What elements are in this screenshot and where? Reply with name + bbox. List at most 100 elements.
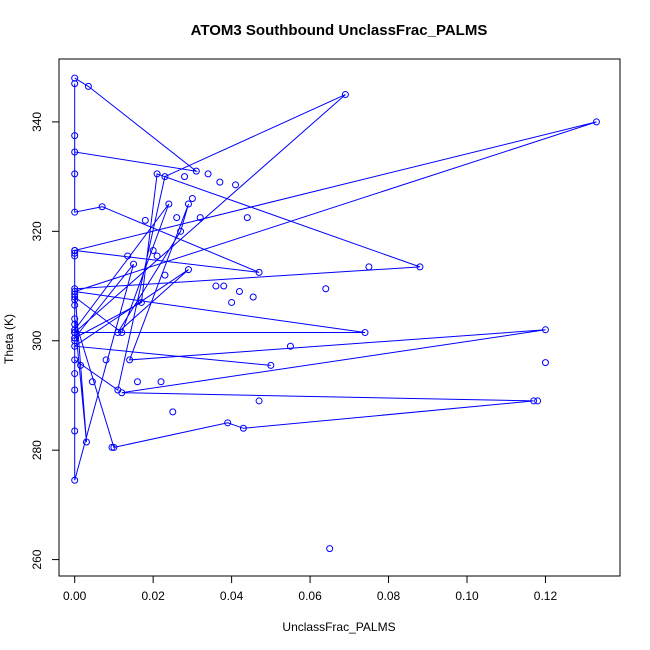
data-point bbox=[133, 378, 141, 386]
data-point bbox=[71, 288, 79, 296]
data-point bbox=[71, 334, 79, 342]
data-point bbox=[71, 315, 79, 323]
data-point bbox=[77, 361, 85, 369]
data-point bbox=[71, 356, 79, 364]
data-point bbox=[71, 293, 79, 301]
x-tick-label: 0.02 bbox=[141, 589, 165, 603]
data-point bbox=[71, 386, 79, 394]
data-point bbox=[118, 389, 126, 397]
x-axis: 0.00 0.02 0.04 0.06 0.08 0.10 0.12 bbox=[63, 575, 558, 603]
data-point bbox=[228, 298, 236, 306]
y-tick-label: 320 bbox=[30, 221, 44, 241]
data-point bbox=[341, 91, 349, 99]
data-point bbox=[71, 148, 79, 156]
data-point bbox=[165, 200, 173, 208]
data-point bbox=[88, 378, 96, 386]
y-axis-label: Theta (K) bbox=[2, 314, 16, 364]
data-point bbox=[235, 288, 243, 296]
data-point bbox=[98, 203, 106, 211]
y-tick-label: 300 bbox=[30, 330, 44, 350]
data-point bbox=[322, 285, 330, 293]
data-point bbox=[153, 170, 161, 178]
data-point bbox=[71, 246, 79, 254]
data-point bbox=[71, 329, 79, 337]
data-point bbox=[71, 337, 79, 345]
data-point bbox=[255, 268, 263, 276]
data-point bbox=[249, 293, 257, 301]
y-axis: 260 280 300 320 340 bbox=[30, 112, 60, 570]
data-point bbox=[286, 342, 294, 350]
y-tick-label: 280 bbox=[30, 440, 44, 460]
data-point bbox=[361, 329, 369, 337]
chart-title: ATOM3 Southbound UnclassFrac_PALMS bbox=[191, 22, 488, 39]
data-point bbox=[71, 74, 79, 82]
data-point bbox=[224, 419, 232, 427]
data-point bbox=[118, 329, 126, 337]
data-point bbox=[365, 263, 373, 271]
data-point bbox=[82, 438, 90, 446]
data-point bbox=[232, 181, 240, 189]
data-point bbox=[71, 170, 79, 178]
data-point bbox=[541, 326, 549, 334]
data-point bbox=[216, 178, 224, 186]
x-tick-label: 0.10 bbox=[455, 589, 479, 603]
data-point bbox=[541, 359, 549, 367]
data-point bbox=[196, 214, 204, 222]
data-point bbox=[161, 173, 169, 181]
data-point bbox=[71, 249, 79, 257]
data-point bbox=[71, 476, 79, 484]
data-point bbox=[71, 80, 79, 88]
data-point bbox=[137, 298, 145, 306]
x-tick-label: 0.00 bbox=[63, 589, 87, 603]
series-points bbox=[71, 74, 600, 553]
data-point bbox=[124, 252, 132, 260]
data-point bbox=[188, 195, 196, 203]
data-point bbox=[181, 173, 189, 181]
data-point bbox=[243, 214, 251, 222]
y-tick-label: 260 bbox=[30, 549, 44, 569]
data-point bbox=[71, 132, 79, 140]
data-point bbox=[71, 285, 79, 293]
data-point bbox=[177, 227, 185, 235]
data-point bbox=[534, 397, 542, 405]
data-point bbox=[169, 408, 177, 416]
data-point bbox=[173, 214, 181, 222]
data-point bbox=[114, 329, 122, 337]
data-point bbox=[267, 361, 275, 369]
data-point bbox=[102, 356, 110, 364]
data-point bbox=[71, 290, 79, 298]
data-point bbox=[71, 427, 79, 435]
data-point bbox=[153, 252, 161, 260]
data-point bbox=[204, 170, 212, 178]
data-point bbox=[108, 443, 116, 451]
data-point bbox=[212, 282, 220, 290]
data-point bbox=[71, 326, 79, 334]
data-point bbox=[110, 443, 118, 451]
data-point bbox=[130, 260, 138, 268]
data-point bbox=[71, 252, 79, 260]
data-point bbox=[71, 320, 79, 328]
x-tick-label: 0.12 bbox=[534, 589, 558, 603]
data-point bbox=[592, 118, 600, 126]
data-point bbox=[184, 200, 192, 208]
data-point bbox=[161, 271, 169, 279]
data-point bbox=[126, 356, 134, 364]
data-point bbox=[157, 378, 165, 386]
y-tick-label: 340 bbox=[30, 112, 44, 132]
data-point bbox=[416, 263, 424, 271]
data-point bbox=[71, 301, 79, 309]
data-point bbox=[71, 208, 79, 216]
data-point bbox=[192, 167, 200, 175]
data-point bbox=[184, 266, 192, 274]
data-point bbox=[141, 216, 149, 224]
data-point bbox=[220, 282, 228, 290]
data-point bbox=[326, 545, 334, 553]
x-tick-label: 0.04 bbox=[220, 589, 244, 603]
x-tick-label: 0.06 bbox=[298, 589, 322, 603]
x-tick-label: 0.08 bbox=[377, 589, 401, 603]
x-axis-label: UnclassFrac_PALMS bbox=[282, 620, 395, 634]
data-point bbox=[149, 246, 157, 254]
data-point bbox=[255, 397, 263, 405]
